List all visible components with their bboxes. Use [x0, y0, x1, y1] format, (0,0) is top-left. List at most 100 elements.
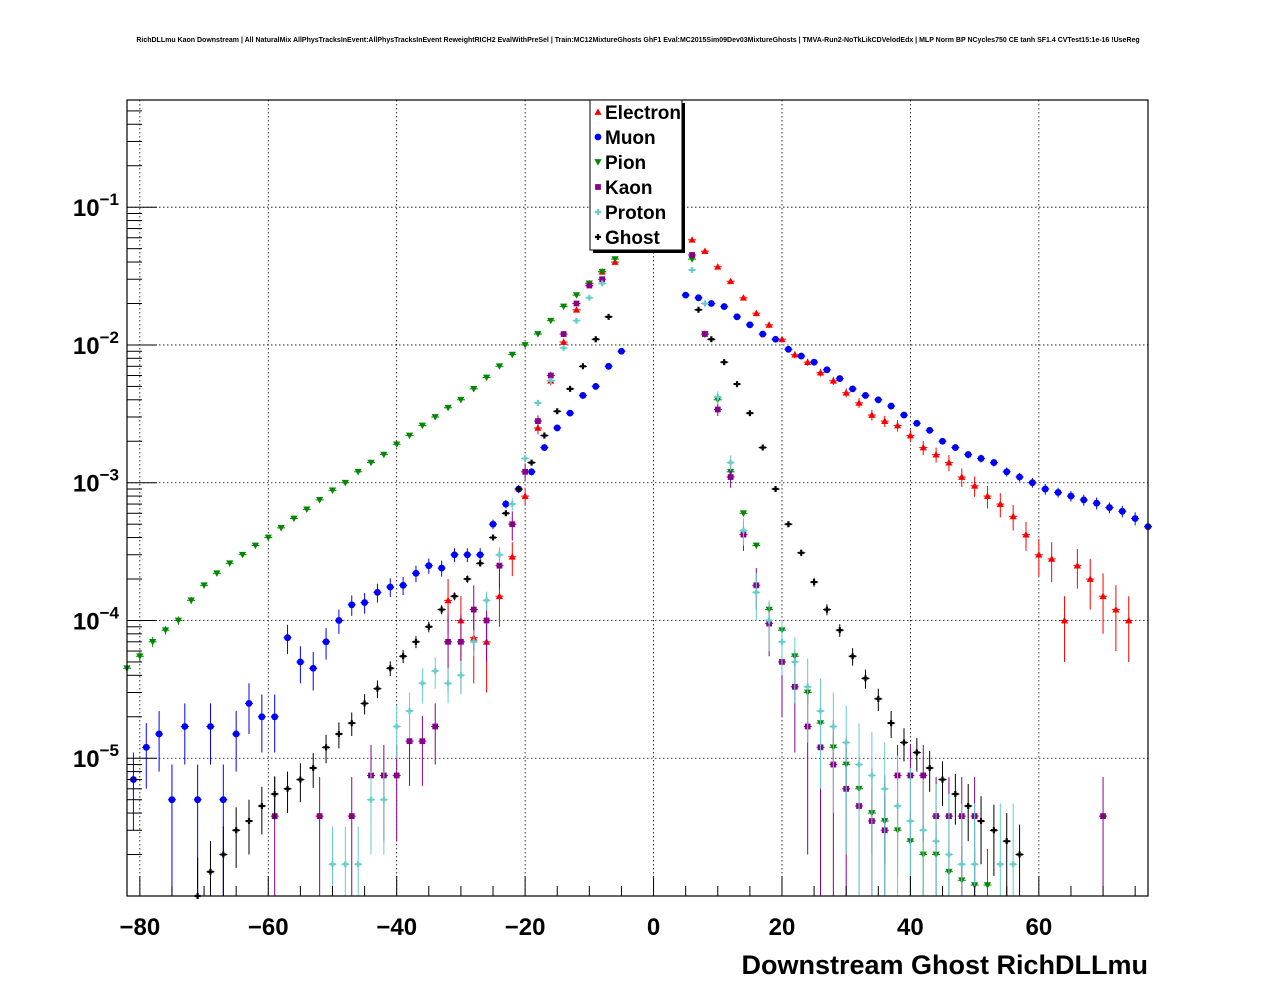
- data-point: [155, 711, 164, 772]
- data-point: [367, 771, 376, 855]
- data-point: [347, 777, 356, 896]
- data-point-marker: [200, 582, 208, 589]
- data-point: [501, 510, 510, 517]
- data-point-marker: [868, 411, 876, 418]
- y-tick-label: 10−2: [73, 328, 119, 360]
- data-point: [444, 668, 453, 704]
- data-point: [1124, 596, 1133, 662]
- data-point: [925, 750, 934, 792]
- data-point-marker: [933, 838, 940, 845]
- data-point-marker: [483, 617, 490, 624]
- data-point-marker: [572, 292, 581, 299]
- data-point-marker: [528, 468, 535, 476]
- data-point-marker: [560, 345, 567, 352]
- data-point-marker: [605, 362, 613, 370]
- data-point-marker: [393, 772, 400, 779]
- data-point-marker: [187, 597, 195, 604]
- data-point-marker: [431, 414, 439, 421]
- data-point: [405, 692, 414, 739]
- data-point-marker: [689, 252, 695, 258]
- data-point-marker: [797, 352, 805, 360]
- data-point-marker: [547, 372, 554, 379]
- data-point-marker: [714, 263, 722, 270]
- data-point-marker: [888, 720, 895, 727]
- data-point-marker: [1016, 851, 1023, 858]
- data-point: [758, 330, 767, 338]
- data-point: [206, 703, 215, 765]
- data-point-marker: [759, 444, 766, 451]
- data-point-marker: [220, 851, 227, 858]
- data-point: [996, 493, 1005, 518]
- data-point-marker: [405, 432, 414, 440]
- data-point-marker: [599, 276, 606, 283]
- data-point: [932, 784, 941, 896]
- data-point: [880, 742, 889, 896]
- data-point: [604, 362, 613, 370]
- data-point: [142, 723, 151, 789]
- data-point: [957, 803, 966, 896]
- data-point-marker: [1073, 562, 1081, 569]
- data-point: [1034, 539, 1043, 577]
- data-point-marker: [997, 861, 1004, 868]
- data-point: [418, 715, 427, 786]
- data-point-marker: [470, 638, 477, 645]
- data-point: [700, 300, 709, 307]
- data-point: [1066, 491, 1075, 502]
- legend-entry: Kaon: [595, 178, 653, 199]
- data-point-marker: [477, 560, 484, 567]
- data-point-marker: [374, 685, 381, 692]
- data-point-marker: [816, 369, 825, 376]
- data-point: [688, 267, 697, 274]
- data-point: [489, 519, 498, 530]
- data-point: [1054, 487, 1063, 498]
- data-point: [360, 694, 369, 715]
- data-point: [341, 479, 350, 487]
- data-point-marker: [168, 796, 176, 804]
- data-point: [521, 454, 530, 463]
- data-point-marker: [791, 658, 798, 665]
- data-point-marker: [432, 723, 439, 730]
- data-point: [251, 542, 260, 550]
- data-point: [315, 777, 324, 896]
- data-point: [867, 409, 876, 421]
- data-point: [322, 734, 331, 764]
- data-point-marker: [932, 450, 940, 458]
- data-point-marker: [194, 796, 202, 804]
- data-point-marker: [406, 708, 413, 715]
- data-point-marker: [1009, 512, 1017, 520]
- data-point: [206, 841, 215, 896]
- data-point: [951, 773, 960, 825]
- data-point: [167, 764, 176, 896]
- legend: Electron Muon Pion Kaon Proton Ghost: [589, 99, 685, 253]
- data-point-marker: [829, 377, 837, 384]
- data-point: [899, 728, 908, 762]
- data-point: [527, 459, 536, 466]
- data-point: [970, 803, 979, 896]
- data-point: [912, 419, 921, 427]
- data-point-marker: [348, 720, 355, 727]
- data-point-marker: [611, 256, 619, 263]
- data-point-marker: [842, 389, 850, 396]
- data-point-marker: [772, 335, 779, 343]
- data-point-marker: [688, 236, 696, 243]
- data-point-marker: [560, 338, 568, 345]
- data-point-marker: [207, 723, 214, 730]
- data-point-marker: [310, 764, 317, 771]
- data-point: [437, 605, 446, 615]
- data-point-marker: [316, 813, 323, 820]
- data-point-marker: [245, 699, 253, 707]
- data-point-marker: [740, 527, 747, 534]
- data-point: [270, 776, 279, 820]
- data-point-marker: [502, 510, 509, 517]
- data-point-marker: [554, 408, 561, 415]
- data-point-marker: [547, 317, 555, 325]
- data-point-marker: [271, 713, 279, 721]
- data-point: [495, 547, 504, 564]
- data-point: [880, 415, 889, 427]
- data-point: [713, 391, 722, 403]
- data-point: [822, 366, 831, 374]
- data-point-marker: [804, 358, 812, 366]
- data-point-marker: [1118, 507, 1126, 515]
- data-point-marker: [594, 108, 602, 115]
- data-point-marker: [457, 672, 464, 679]
